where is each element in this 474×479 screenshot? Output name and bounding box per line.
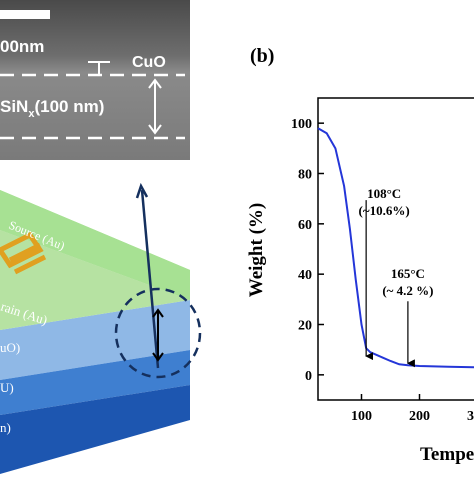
- film-label: SiNx(100 nm): [0, 97, 104, 120]
- y-tick-label: 60: [298, 218, 312, 233]
- plot-frame: [317, 97, 474, 401]
- x-tick-label: 100: [351, 409, 372, 424]
- zoom-arrow: [135, 182, 160, 369]
- y-tick-label: 40: [298, 268, 312, 283]
- y-tick-label: 80: [298, 168, 312, 183]
- electrodes: [0, 231, 47, 275]
- x-axis-label: Tempe: [420, 444, 474, 465]
- layer-label: U): [0, 380, 14, 395]
- thickness-arrow: [148, 78, 162, 135]
- annotation-text: 165°C: [391, 266, 425, 281]
- annotation-text: (~ 4.2 %): [382, 283, 433, 298]
- scale-label: 00nm: [0, 37, 44, 56]
- zoom-circle: [114, 287, 202, 379]
- x-tick-label: 200: [409, 409, 430, 424]
- x-tick-label: 300: [467, 409, 474, 424]
- bottom-layer: [0, 385, 190, 474]
- layer-face: [0, 230, 190, 330]
- layer: [0, 350, 190, 415]
- layer-label: uO): [0, 340, 20, 355]
- sem-image: [0, 0, 190, 160]
- top-layer: [0, 190, 190, 300]
- thickness-arrow: [152, 308, 164, 362]
- layer-label: n): [0, 420, 11, 435]
- cuo-label: CuO: [132, 54, 166, 71]
- y-axis-label: Weight (%): [246, 203, 267, 297]
- scale-bar: [0, 10, 50, 19]
- cuo-bracket: [88, 61, 110, 74]
- panel-label: (b): [250, 45, 274, 67]
- mid-layer: [0, 300, 190, 380]
- y-tick-label: 0: [305, 369, 312, 384]
- y-tick-label: 20: [298, 319, 312, 334]
- y-tick-label: 100: [291, 117, 312, 132]
- annotation-text: (~10.6%): [359, 203, 410, 218]
- data-line: [317, 127, 474, 369]
- annotation-text: 108°C: [367, 186, 401, 201]
